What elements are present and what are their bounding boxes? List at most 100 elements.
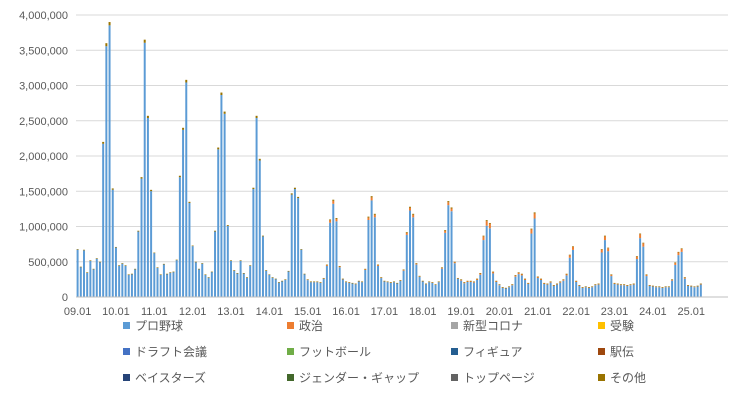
bar-segment — [639, 234, 641, 235]
bar-segment — [230, 260, 232, 261]
bar-segment — [131, 274, 133, 297]
y-tick-label: 2,500,000 — [19, 116, 68, 128]
bar-segment — [403, 271, 405, 297]
bar-segment — [332, 204, 334, 297]
legend-item: フィギュア — [451, 345, 523, 359]
bar-segment — [438, 281, 440, 282]
x-tick-label: 09.01 — [64, 306, 92, 318]
bar-segment — [620, 285, 622, 297]
bar-segment — [610, 276, 612, 297]
bar-segment — [585, 287, 587, 297]
bar-segment — [367, 218, 369, 220]
bar-segment — [323, 279, 325, 297]
bar-segment — [172, 272, 174, 273]
bar-segment — [243, 273, 245, 297]
bar-segment — [684, 277, 686, 278]
bar-segment — [553, 286, 555, 297]
bar-segment — [655, 287, 657, 297]
bar-segment — [463, 283, 465, 297]
bar-segment — [431, 283, 433, 297]
bar-segment — [626, 286, 628, 297]
bar-segment — [182, 128, 184, 130]
bar-segment — [457, 278, 459, 279]
bar-segment — [176, 260, 178, 261]
bar-segment — [559, 283, 561, 297]
bar-segment — [224, 112, 226, 114]
bar-segment — [534, 218, 536, 297]
bar-segment — [390, 282, 392, 283]
bar-segment — [157, 268, 159, 297]
bar-segment — [364, 270, 366, 297]
bar-segment — [425, 284, 427, 297]
bar-segment — [441, 269, 443, 297]
bar-segment — [674, 265, 676, 297]
bar-segment — [489, 224, 491, 228]
legend-swatch — [123, 374, 130, 381]
bar-segment — [364, 269, 366, 270]
legend-item: ベイスターズ — [123, 370, 206, 385]
bar-segment — [399, 280, 401, 281]
bar-segment — [457, 279, 459, 297]
bar-segment — [508, 287, 510, 297]
bar-segment — [112, 188, 114, 189]
bar-segment — [265, 271, 267, 297]
bar-segment — [262, 236, 264, 237]
x-tick-label: 15.01 — [294, 306, 322, 318]
bar-segment — [367, 220, 369, 297]
bar-segment — [435, 284, 437, 285]
bar-segment — [160, 275, 162, 297]
bar-segment — [396, 283, 398, 297]
bar-segment — [329, 223, 331, 297]
bar-segment — [348, 282, 350, 283]
bar-segment — [335, 221, 337, 297]
bar-segment — [524, 279, 526, 280]
bar-segment — [665, 286, 667, 287]
bar-segment — [546, 284, 548, 285]
x-tick-label: 11.01 — [141, 306, 168, 318]
bar-segment — [479, 273, 481, 274]
bar-segment — [566, 274, 568, 275]
bar-segment — [693, 287, 695, 297]
legend-label: プロ野球 — [135, 319, 183, 333]
bar-segment — [447, 202, 449, 205]
bar-segment — [291, 193, 293, 194]
legend-swatch — [123, 322, 130, 329]
bar-segment — [83, 250, 85, 251]
bar-segment — [540, 280, 542, 297]
bar-segment — [320, 282, 322, 283]
bar-segment — [483, 240, 485, 297]
bar-segment — [642, 247, 644, 297]
bar-segment — [578, 285, 580, 286]
bar-segment — [249, 265, 251, 266]
bar-segment — [594, 284, 596, 285]
bar-segment — [185, 80, 187, 83]
x-tick-label: 25.01 — [677, 306, 705, 318]
bar-segment — [323, 278, 325, 279]
bar-segment — [121, 264, 123, 297]
bar-segment — [601, 250, 603, 253]
bar-segment — [387, 281, 389, 282]
bar-segment — [160, 274, 162, 275]
bar-segment — [546, 285, 548, 297]
bar-segment — [249, 266, 251, 297]
bar-segment — [387, 282, 389, 297]
bar-segment — [297, 197, 299, 198]
bar-segment — [518, 274, 520, 297]
bar-segment — [141, 177, 143, 178]
bar-segment — [179, 177, 181, 297]
bar-segment — [284, 279, 286, 280]
bar-segment — [300, 250, 302, 297]
bar-segment — [224, 114, 226, 297]
x-tick-label: 22.01 — [562, 306, 590, 318]
bar-segment — [105, 43, 107, 46]
bar-segment — [396, 283, 398, 284]
bar-segment — [470, 281, 472, 282]
legend-label: 新型コロナ — [463, 318, 523, 333]
bar-segment — [326, 266, 328, 297]
bar-segment — [556, 284, 558, 285]
bar-segment — [419, 276, 421, 277]
bar-segment — [125, 265, 127, 266]
legend-item: 政治 — [287, 319, 323, 333]
bar-segment — [316, 282, 318, 297]
bar-segment — [687, 286, 689, 297]
